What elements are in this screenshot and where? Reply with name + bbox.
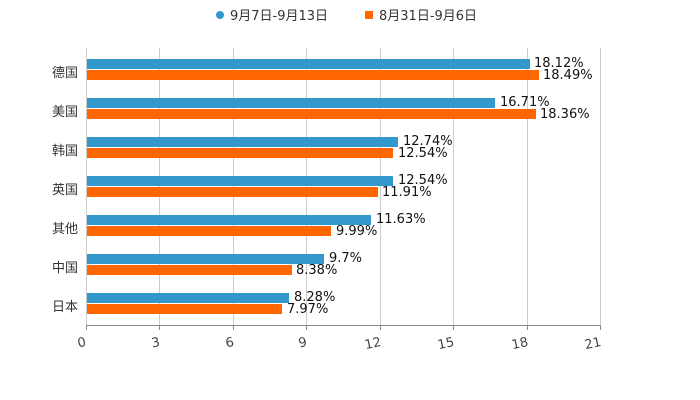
- x-tick-label: 15: [436, 335, 456, 354]
- value-label: 8.28%: [294, 290, 336, 305]
- category-label: 德国: [51, 66, 78, 81]
- x-tick-label: 12: [363, 335, 383, 354]
- value-label: 16.71%: [500, 95, 550, 110]
- bar-sep7-13-japan[interactable]: [87, 293, 289, 303]
- category-label: 美国: [51, 105, 78, 120]
- value-label: 11.63%: [376, 212, 426, 227]
- bar-aug31-sep6-china[interactable]: [87, 265, 292, 275]
- bar-sep7-13-uk[interactable]: [87, 176, 393, 186]
- value-label: 12.54%: [398, 173, 448, 188]
- x-tick-label: 9: [297, 335, 309, 352]
- value-label: 18.12%: [534, 56, 584, 71]
- bar-aug31-sep6-korea[interactable]: [87, 148, 393, 158]
- bar-sep7-13-germany[interactable]: [87, 59, 530, 69]
- value-label: 11.91%: [382, 185, 432, 200]
- x-tick: [527, 325, 528, 330]
- value-label: 9.7%: [329, 251, 363, 266]
- gridline: [453, 48, 454, 325]
- value-label: 12.74%: [403, 134, 453, 149]
- x-tick-label: 3: [150, 335, 162, 352]
- x-tick: [233, 325, 234, 330]
- bar-aug31-sep6-germany[interactable]: [87, 70, 539, 80]
- value-label: 9.99%: [336, 224, 378, 239]
- category-label: 中国: [51, 261, 78, 276]
- x-axis-line: [86, 325, 600, 326]
- value-label: 7.97%: [287, 302, 329, 317]
- x-tick-label: 0: [76, 335, 88, 352]
- x-tick: [380, 325, 381, 330]
- gridline: [380, 48, 381, 325]
- bar-aug31-sep6-uk[interactable]: [87, 187, 378, 197]
- bar-sep7-13-korea[interactable]: [87, 137, 398, 147]
- gridline: [527, 48, 528, 325]
- gridline: [600, 48, 601, 325]
- bar-sep7-13-china[interactable]: [87, 254, 324, 264]
- x-tick-label: 18: [510, 335, 530, 354]
- x-tick-label: 21: [583, 335, 603, 354]
- gridline: [306, 48, 307, 325]
- gridline: [233, 48, 234, 325]
- category-label: 其他: [51, 222, 78, 237]
- category-label: 英国: [51, 183, 78, 198]
- chart-legend: 9月7日-9月13日 8月31日-9月6日: [0, 5, 700, 24]
- legend-label: 9月7日-9月13日: [230, 9, 329, 24]
- bar-aug31-sep6-other[interactable]: [87, 226, 331, 236]
- legend-circle-icon: [216, 10, 224, 19]
- gridline: [86, 48, 87, 325]
- bar-aug31-sep6-japan[interactable]: [87, 304, 282, 314]
- category-label: 韩国: [51, 144, 78, 159]
- value-label: 18.36%: [540, 107, 590, 122]
- value-label: 12.54%: [398, 146, 448, 161]
- gridline: [159, 48, 160, 325]
- x-tick: [159, 325, 160, 330]
- bar-sep7-13-other[interactable]: [87, 215, 371, 225]
- x-tick: [86, 325, 87, 330]
- bar-sep7-13-usa[interactable]: [87, 98, 495, 108]
- x-tick-label: 6: [224, 335, 236, 352]
- x-tick: [453, 325, 454, 330]
- legend-label: 8月31日-9月6日: [379, 9, 478, 24]
- bar-aug31-sep6-usa[interactable]: [87, 109, 536, 119]
- value-label: 8.38%: [296, 263, 338, 278]
- legend-item-aug31-sep6[interactable]: 8月31日-9月6日: [365, 5, 477, 24]
- value-label: 18.49%: [543, 68, 593, 83]
- category-label: 日本: [51, 300, 78, 315]
- legend-square-icon: [365, 10, 373, 19]
- x-tick: [306, 325, 307, 330]
- x-tick: [600, 325, 601, 330]
- legend-item-sep7-13[interactable]: 9月7日-9月13日: [216, 5, 328, 24]
